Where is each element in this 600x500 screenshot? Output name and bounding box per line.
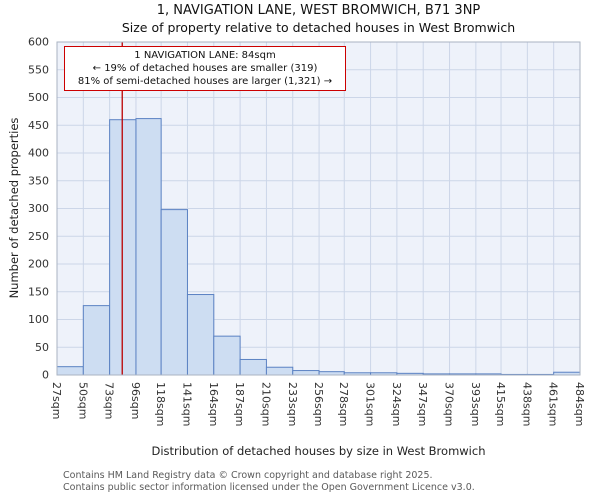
- y-tick-label: 400: [28, 147, 49, 160]
- annotation-smaller-stat: ← 19% of detached houses are smaller (31…: [92, 63, 318, 74]
- histogram-bar: [239, 358, 267, 376]
- y-tick-label: 450: [28, 119, 49, 132]
- x-tick-label: 141sqm: [180, 382, 193, 426]
- histogram-bar: [82, 305, 111, 376]
- x-tick-label: 96sqm: [129, 382, 142, 419]
- y-tick-label: 200: [28, 258, 49, 271]
- annotation-box: 1 NAVIGATION LANE: 84sqm ← 19% of detach…: [64, 46, 346, 91]
- histogram-bar: [292, 370, 320, 376]
- annotation-larger-stat: 81% of semi-detached houses are larger (…: [77, 76, 333, 87]
- x-tick-label: 118sqm: [154, 382, 167, 426]
- y-tick-label: 50: [35, 341, 49, 354]
- annotation-property-size: 1 NAVIGATION LANE: 84sqm: [134, 50, 276, 61]
- y-tick-label: 250: [28, 230, 49, 243]
- x-tick-label: 164sqm: [207, 382, 220, 426]
- y-tick-label: 100: [28, 313, 49, 326]
- x-tick-label: 461sqm: [547, 382, 560, 426]
- x-tick-label: 393sqm: [469, 382, 482, 426]
- x-tick-label: 27sqm: [50, 382, 63, 419]
- x-tick-label: 187sqm: [233, 382, 246, 426]
- chart-subtitle: Size of property relative to detached ho…: [121, 20, 516, 35]
- x-tick-label: 370sqm: [443, 382, 456, 426]
- x-tick-label: 278sqm: [337, 382, 350, 426]
- x-tick-label: 347sqm: [416, 382, 429, 426]
- x-tick-label: 484sqm: [573, 382, 586, 426]
- x-tick-label: 324sqm: [390, 382, 403, 426]
- x-tick-label: 233sqm: [286, 382, 299, 426]
- y-tick-label: 150: [28, 285, 49, 298]
- plot-border: [56, 41, 581, 376]
- histogram-bar: [135, 118, 162, 376]
- y-tick-label: 500: [28, 91, 49, 104]
- x-tick-label: 210sqm: [259, 382, 272, 426]
- x-tick-label: 438sqm: [520, 382, 533, 426]
- x-axis-label: Distribution of detached houses by size …: [151, 444, 486, 458]
- attribution-footer: Contains HM Land Registry data © Crown c…: [63, 470, 475, 493]
- histogram-bar: [265, 366, 294, 376]
- y-tick-label: 350: [28, 174, 49, 187]
- footer-open-government: Contains public sector information licen…: [63, 481, 475, 493]
- y-tick-label: 300: [28, 202, 49, 215]
- x-tick-label: 73sqm: [103, 382, 116, 419]
- chart-title: 1, NAVIGATION LANE, WEST BROMWICH, B71 3…: [156, 3, 481, 18]
- x-tick-label: 415sqm: [494, 382, 507, 426]
- histogram-bar: [213, 335, 241, 376]
- histogram-bar: [186, 294, 215, 376]
- x-tick-label: 301sqm: [364, 382, 377, 426]
- y-tick-label: 550: [28, 63, 49, 76]
- y-tick-label: 0: [42, 369, 49, 382]
- y-tick-label: 600: [28, 36, 49, 49]
- x-tick-label: 256sqm: [312, 382, 325, 426]
- x-tick-label: 50sqm: [76, 382, 89, 419]
- footer-land-registry: Contains HM Land Registry data © Crown c…: [63, 470, 433, 481]
- histogram-bar: [56, 366, 84, 376]
- histogram-bar: [160, 209, 188, 376]
